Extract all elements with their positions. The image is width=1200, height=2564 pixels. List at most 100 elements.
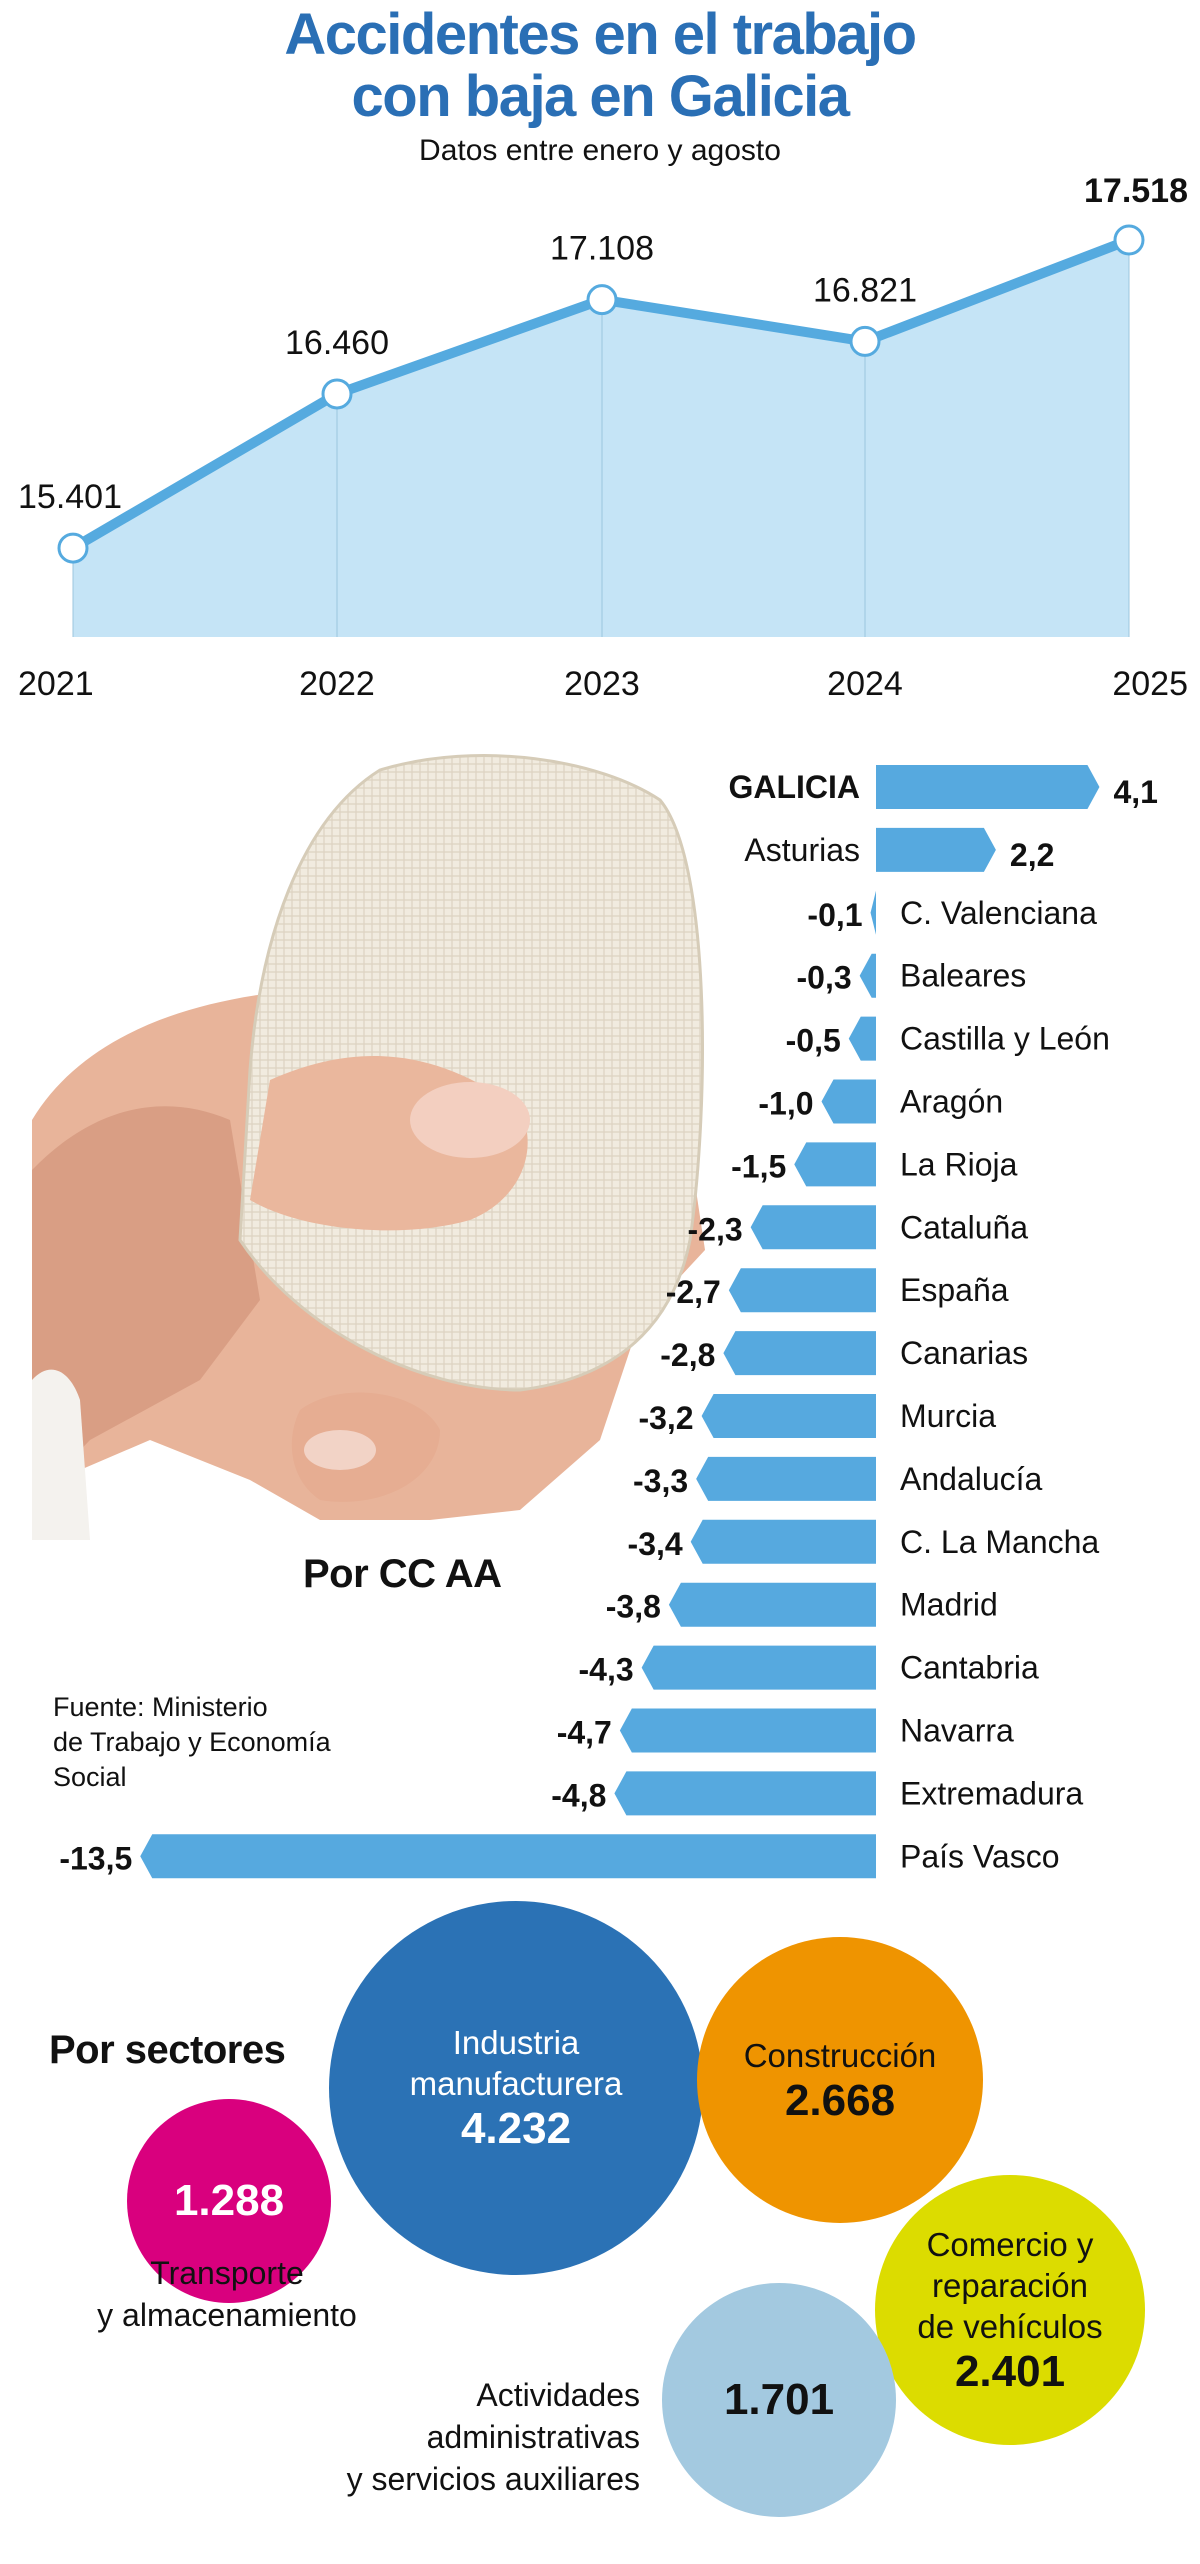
region-label: GALICIA (728, 769, 860, 805)
region-label: Cataluña (900, 1209, 1028, 1245)
region-label: España (900, 1272, 1009, 1308)
bubble-label: Comercio y (926, 2225, 1094, 2263)
source-line: de Trabajo y Economía (53, 1727, 331, 1757)
data-point (321, 378, 353, 410)
source-line: Social (53, 1762, 127, 1792)
data-label: 17.518 (1084, 172, 1188, 210)
value-label: -2,3 (688, 1211, 743, 1247)
region-label: C. Valenciana (900, 895, 1097, 931)
value-label: -2,8 (660, 1337, 715, 1373)
title-line-1: Accidentes en el trabajo (284, 2, 917, 67)
value-label: -3,3 (633, 1463, 688, 1499)
value-label: -2,7 (666, 1274, 721, 1310)
value-label: -1,0 (758, 1086, 813, 1122)
region-label: Asturias (744, 832, 860, 868)
value-label: -3,2 (638, 1400, 693, 1436)
bar (876, 765, 1100, 809)
page-title: Accidentes en el trabajo con baja en Gal… (0, 4, 1200, 128)
data-label: 16.460 (285, 324, 389, 362)
data-point (1113, 224, 1145, 256)
data-point (586, 284, 618, 316)
x-tick-label: 2023 (564, 665, 640, 703)
value-label: -13,5 (59, 1840, 132, 1876)
bubble-label: Actividades (476, 2377, 640, 2413)
bar (750, 1205, 876, 1250)
data-label: 16.821 (813, 271, 917, 309)
value-label: -3,8 (606, 1589, 661, 1625)
bar (696, 1456, 876, 1501)
bar (859, 953, 876, 998)
bubble-value: 2.668 (784, 2075, 896, 2125)
bubble-value: 1.701 (723, 2375, 835, 2424)
value-label: -0,1 (807, 897, 862, 933)
data-label: 17.108 (550, 230, 654, 268)
source-line: Fuente: Ministerio (53, 1692, 268, 1722)
bar (848, 1016, 876, 1061)
source-note: Fuente: Ministerio de Trabajo y Economía… (53, 1690, 331, 1795)
bubble-label: Industria (452, 2024, 580, 2061)
bar (690, 1519, 876, 1564)
bar (723, 1331, 876, 1376)
region-label: C. La Mancha (900, 1524, 1099, 1560)
bubble-label: y servicios auxiliares (346, 2461, 640, 2497)
bar (619, 1708, 876, 1753)
region-label: Baleares (900, 958, 1026, 994)
bar (614, 1771, 876, 1816)
x-tick-label: 2024 (827, 665, 903, 703)
data-point (849, 325, 881, 357)
data-label: 15.401 (18, 478, 122, 516)
bubble-label: Construcción (743, 2036, 937, 2074)
bar (794, 1142, 876, 1187)
bubble-comercio: Comercio y reparación de vehículos 2.401 (875, 2175, 1145, 2445)
region-label: Castilla y León (900, 1021, 1110, 1057)
region-label: País Vasco (900, 1838, 1059, 1874)
bubble-value: 1.288 (173, 2176, 285, 2225)
bubble-construccion: Construcción 2.668 (697, 1937, 983, 2223)
bubble-label: Transporte (150, 2255, 304, 2291)
regions-title: Por CC AA (303, 1552, 502, 1596)
region-label: Madrid (900, 1587, 998, 1623)
bubble-value: 2.401 (954, 2346, 1066, 2396)
transporte-label: Transporte y almacenamiento (27, 2252, 427, 2336)
region-label: Aragón (900, 1084, 1003, 1120)
region-label: Andalucía (900, 1461, 1043, 1497)
bubble-label: y almacenamiento (97, 2297, 357, 2333)
line-chart: 15.401 2021 16.460 2022 17.108 2023 16.821 2024… (18, 172, 1188, 703)
sectors-title: Por sectores (49, 2028, 286, 2072)
value-label: -1,5 (731, 1148, 786, 1184)
bar (140, 1834, 876, 1879)
bubble-label: administrativas (426, 2419, 640, 2455)
value-label: -0,3 (797, 960, 852, 996)
title-line-2: con baja en Galicia (351, 64, 850, 129)
region-label: Extremadura (900, 1775, 1083, 1811)
bar (870, 890, 876, 935)
bar (728, 1268, 876, 1313)
bubble-value: 4.232 (460, 2104, 572, 2153)
value-label: 4,1 (1113, 774, 1157, 810)
data-point (57, 532, 89, 564)
x-tick-label: 2021 (18, 665, 94, 703)
actividades-label: Actividades administrativas y servicios … (240, 2374, 640, 2500)
bar (876, 827, 996, 872)
region-label: Cantabria (900, 1650, 1039, 1686)
value-label: -0,5 (786, 1023, 841, 1059)
bar (641, 1645, 876, 1690)
x-tick-label: 2025 (1112, 665, 1188, 703)
regions-bar-chart: GALICIA 4,1 Asturias 2,2 C. Valenciana -0,1 Ba… (59, 765, 1158, 1879)
value-label: -4,8 (551, 1777, 606, 1813)
region-label: La Rioja (900, 1146, 1018, 1182)
bubble-actividades: 1.701 (662, 2283, 896, 2517)
value-label: -4,3 (579, 1652, 634, 1688)
bandaged-hand-photo (32, 754, 705, 1540)
bubble-label: manufacturera (409, 2065, 623, 2102)
bubble-label: reparación (932, 2266, 1088, 2304)
value-label: 2,2 (1010, 837, 1054, 873)
region-label: Canarias (900, 1335, 1028, 1371)
bubble-industria: Industria manufacturera 4.232 (329, 1901, 703, 2275)
region-label: Navarra (900, 1713, 1014, 1749)
bar (668, 1582, 876, 1627)
value-label: -4,7 (557, 1715, 612, 1751)
bubble-label: de vehículos (917, 2307, 1103, 2345)
